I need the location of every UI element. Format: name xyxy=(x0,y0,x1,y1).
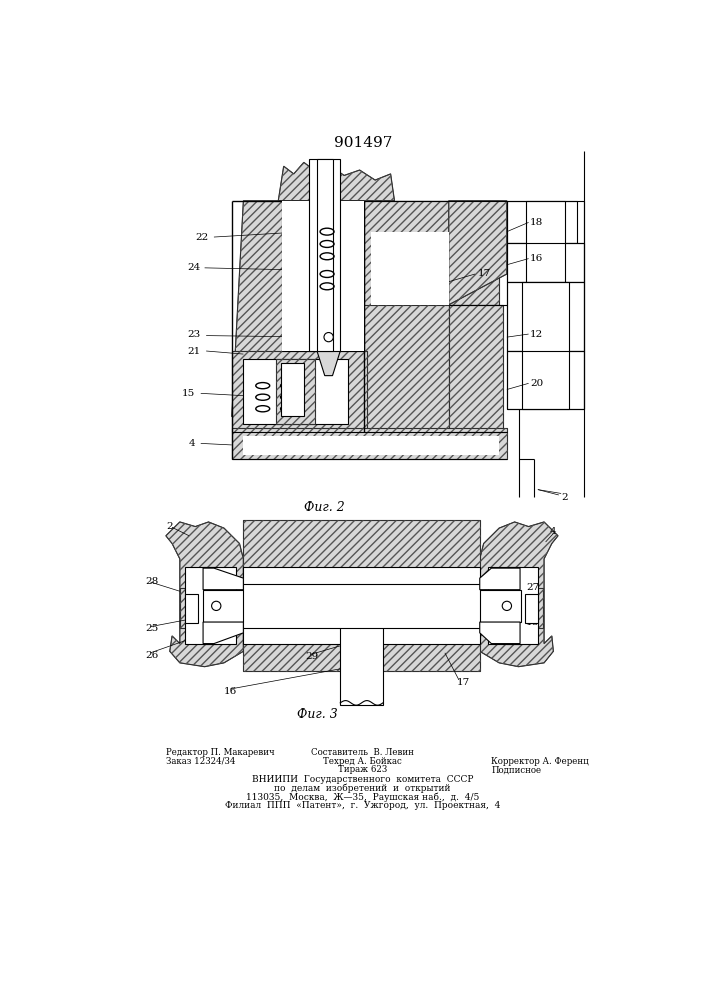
Bar xyxy=(276,359,315,424)
Bar xyxy=(520,588,543,628)
Text: Техред А. Бойкас: Техред А. Бойкас xyxy=(323,757,402,766)
Text: 29: 29 xyxy=(305,652,319,661)
Text: 25: 25 xyxy=(145,624,158,633)
Text: 4: 4 xyxy=(549,527,556,536)
Bar xyxy=(506,567,520,644)
Polygon shape xyxy=(317,351,340,376)
Text: 17: 17 xyxy=(477,269,491,278)
Bar xyxy=(180,588,203,628)
Bar xyxy=(449,305,503,432)
Bar xyxy=(185,594,198,623)
Bar xyxy=(526,201,565,282)
Polygon shape xyxy=(363,201,499,432)
Bar xyxy=(243,520,480,574)
Text: 113035,  Москва,  Ж—35,  Раушская наб.,  д.  4/5: 113035, Москва, Ж—35, Раушская наб., д. … xyxy=(246,792,479,802)
Bar xyxy=(232,351,368,432)
Bar xyxy=(243,584,480,628)
Bar xyxy=(525,594,538,623)
Text: 24: 24 xyxy=(187,263,201,272)
Bar xyxy=(449,201,503,259)
Polygon shape xyxy=(232,201,363,416)
Bar xyxy=(309,158,340,351)
Text: Подписное: Подписное xyxy=(491,765,542,774)
Bar xyxy=(363,201,449,305)
Bar xyxy=(506,567,520,644)
Text: 4: 4 xyxy=(189,439,195,448)
Bar xyxy=(185,567,235,644)
Text: 21: 21 xyxy=(187,347,201,356)
Bar xyxy=(449,201,503,259)
Text: Заказ 12324/34: Заказ 12324/34 xyxy=(166,757,235,766)
Text: Филиал  ППП  «Патент»,  г.  Ужгород,  ул.  Проектная,  4: Филиал ППП «Патент», г. Ужгород, ул. Про… xyxy=(225,801,501,810)
Text: Тираж 623: Тираж 623 xyxy=(338,765,387,774)
Bar xyxy=(488,567,538,644)
Text: 20: 20 xyxy=(530,379,544,388)
Bar xyxy=(281,363,304,416)
Polygon shape xyxy=(480,522,558,667)
Polygon shape xyxy=(166,522,243,667)
Text: 17: 17 xyxy=(457,678,469,687)
Bar xyxy=(243,567,480,644)
Text: 26: 26 xyxy=(145,651,158,660)
Text: 22: 22 xyxy=(195,233,209,242)
Bar xyxy=(232,351,368,432)
Text: 18: 18 xyxy=(526,618,539,627)
Text: 28: 28 xyxy=(145,578,158,586)
Text: Фиг. 3: Фиг. 3 xyxy=(297,708,337,721)
Bar xyxy=(276,359,315,424)
Bar xyxy=(243,436,499,455)
Bar xyxy=(180,588,203,628)
Text: 16: 16 xyxy=(224,687,238,696)
Bar xyxy=(203,567,217,644)
Polygon shape xyxy=(449,201,507,305)
Bar xyxy=(317,158,332,351)
Polygon shape xyxy=(279,162,395,201)
Bar xyxy=(371,232,449,305)
Bar xyxy=(243,617,480,671)
Bar xyxy=(203,567,217,644)
Text: Корректор А. Ференц: Корректор А. Ференц xyxy=(491,757,589,766)
Bar xyxy=(203,590,521,622)
Bar xyxy=(282,201,363,351)
Bar xyxy=(507,351,585,409)
Text: 23: 23 xyxy=(187,330,201,339)
Text: Составитель  В. Левин: Составитель В. Левин xyxy=(311,748,414,757)
Bar xyxy=(243,617,480,671)
Bar xyxy=(507,282,585,351)
Bar xyxy=(449,305,503,432)
Bar xyxy=(507,201,577,243)
Bar xyxy=(363,201,449,305)
Text: 15: 15 xyxy=(182,389,195,398)
Text: ВНИИПИ  Государственного  комитета  СССР: ВНИИПИ Государственного комитета СССР xyxy=(252,775,474,784)
Circle shape xyxy=(502,601,512,610)
Text: по  делам  изобретений  и  открытий: по делам изобретений и открытий xyxy=(274,784,451,793)
Text: 901497: 901497 xyxy=(334,136,392,150)
Bar xyxy=(340,620,383,705)
Text: Редактор П. Макаревич: Редактор П. Макаревич xyxy=(166,748,274,757)
Bar xyxy=(363,201,449,432)
Polygon shape xyxy=(203,622,243,644)
Bar xyxy=(363,201,449,432)
Bar xyxy=(232,428,507,459)
Text: 2: 2 xyxy=(166,522,173,531)
Bar xyxy=(507,243,585,282)
Bar xyxy=(232,428,507,459)
Polygon shape xyxy=(203,568,243,590)
Polygon shape xyxy=(480,622,520,644)
Bar xyxy=(243,520,480,574)
Circle shape xyxy=(324,333,333,342)
Text: 16: 16 xyxy=(530,254,544,263)
Bar xyxy=(520,588,543,628)
Circle shape xyxy=(211,601,221,610)
Text: Фиг. 2: Фиг. 2 xyxy=(305,501,345,514)
Bar xyxy=(243,359,348,424)
Text: 27: 27 xyxy=(526,583,539,592)
Bar xyxy=(522,282,569,409)
Text: 18: 18 xyxy=(530,218,544,227)
Text: 12: 12 xyxy=(530,330,544,339)
Text: 2: 2 xyxy=(561,493,568,502)
Polygon shape xyxy=(480,568,520,590)
